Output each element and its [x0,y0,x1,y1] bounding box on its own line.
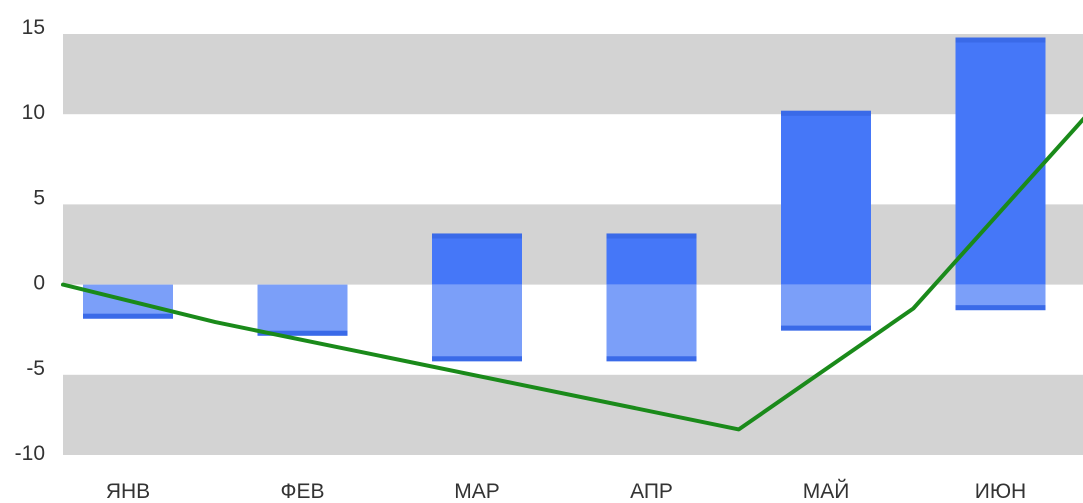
bar-negative-segment [257,284,348,336]
x-tick-label: МАЙ [803,479,850,503]
y-tick-label: 5 [33,186,45,209]
x-axis-ticks: ЯНВ ФЕВ МАР АПР МАЙ ИЮН [106,479,1026,503]
bar-positive-segment [781,110,871,285]
line-series [61,116,1083,432]
y-tick-label: 0 [33,272,45,295]
bar-series [83,37,1046,362]
bar-positive-segment [606,233,697,285]
x-tick-label: АПР [630,480,673,503]
bar-МАЙ [781,110,871,331]
bar-bottom-edge [432,356,522,362]
bar-top-edge [432,233,522,239]
bar-bottom-edge [781,325,871,331]
bar-top-edge [606,233,697,239]
line-series-group [61,116,1083,432]
x-tick-label: МАР [454,480,500,503]
y-tick-label: -5 [26,357,45,380]
x-tick-label: ЯНВ [106,480,150,503]
y-axis-ticks: 15 10 5 0 -5 -10 [15,16,45,465]
bar-negative-segment [781,284,871,331]
bar-top-edge [955,37,1046,43]
bar-МАР [432,233,522,362]
bar-АПР [606,233,697,362]
bar-ФЕВ [257,284,348,336]
x-tick-label: ФЕВ [281,480,325,503]
bar-bottom-edge [83,313,173,319]
y-tick-label: 10 [22,101,45,124]
y-tick-label: -10 [15,442,45,465]
bar-bottom-edge [955,305,1046,311]
bar-bottom-edge [606,356,697,362]
grid-bands [63,34,1083,455]
x-tick-label: ИЮН [975,480,1026,503]
y-tick-label: 15 [22,16,45,39]
bar-positive-segment [432,233,522,285]
grid-band [63,374,1083,455]
bar-negative-segment [606,284,697,362]
grid-band [63,204,1083,285]
bar-negative-segment [432,284,522,362]
bar-bottom-edge [257,330,348,336]
bar-top-edge [781,110,871,116]
grid-band [63,34,1083,115]
